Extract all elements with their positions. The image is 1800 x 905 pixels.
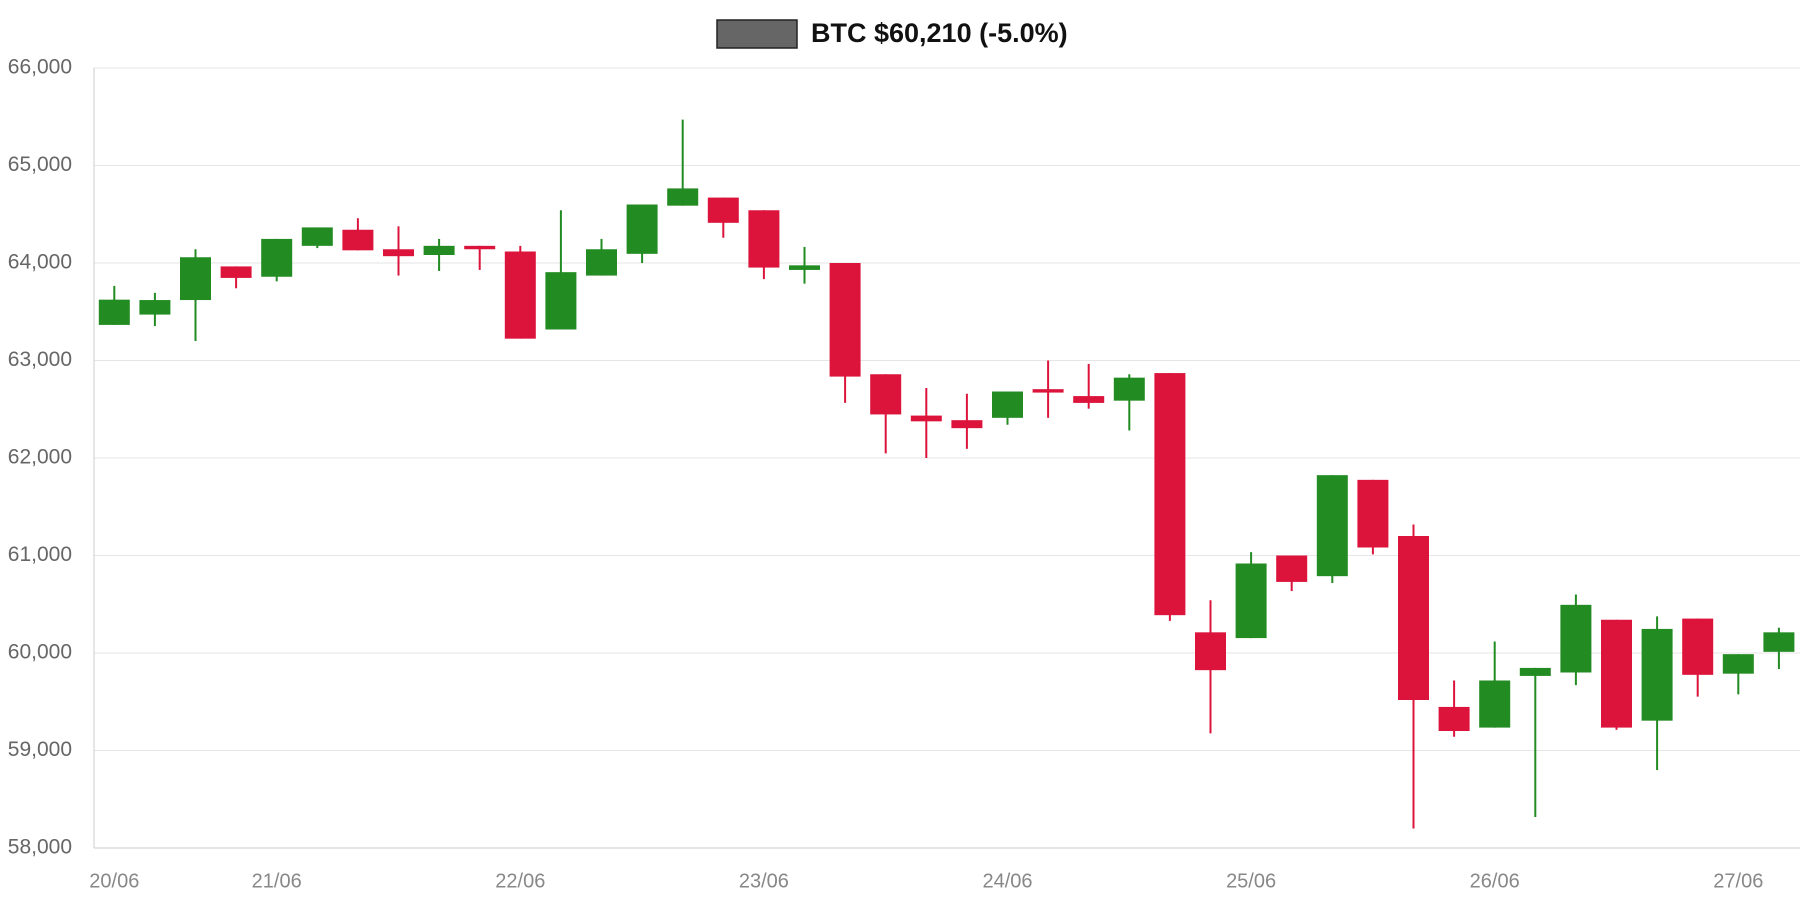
y-tick-label: 58,000 xyxy=(8,836,72,859)
y-tick-label: 66,000 xyxy=(8,56,72,79)
candle-body xyxy=(1560,604,1592,673)
candle-body xyxy=(1438,706,1470,731)
x-tick-label: 26/06 xyxy=(1470,870,1520,892)
candle-body xyxy=(1722,654,1754,674)
candle-body xyxy=(789,265,820,270)
x-tick-label: 25/06 xyxy=(1226,870,1276,892)
candle-body xyxy=(1398,536,1429,700)
candle-body xyxy=(464,245,496,250)
candle-body xyxy=(261,238,293,277)
candle-body xyxy=(1032,389,1064,393)
x-tick-label: 22/06 xyxy=(495,870,545,892)
candle-body xyxy=(1235,563,1267,639)
candle-body xyxy=(504,251,536,339)
candle-body xyxy=(1479,680,1511,728)
candle-body xyxy=(910,415,942,422)
candle-body xyxy=(667,188,699,206)
candle-body xyxy=(1357,479,1389,548)
candle-body xyxy=(180,257,211,301)
candle-body xyxy=(1682,618,1714,675)
y-tick-label: 62,000 xyxy=(8,446,72,469)
candle-body xyxy=(1641,628,1673,721)
candle-body xyxy=(98,299,130,325)
y-tick-label: 63,000 xyxy=(8,348,72,371)
candle-body xyxy=(992,391,1023,418)
x-tick-label: 21/06 xyxy=(252,870,302,892)
candle-body xyxy=(1519,667,1551,676)
candle-body xyxy=(139,300,171,315)
y-tick-label: 64,000 xyxy=(8,251,72,274)
candle-body xyxy=(1073,396,1105,403)
candle-body xyxy=(1601,619,1632,728)
candle-body xyxy=(951,420,983,429)
candle-body xyxy=(707,197,739,223)
x-tick-label: 27/06 xyxy=(1713,870,1763,892)
candle-body xyxy=(383,249,414,257)
legend-swatch xyxy=(716,19,798,49)
candle-body xyxy=(870,374,902,415)
candle-body xyxy=(1195,632,1226,671)
y-tick-label: 60,000 xyxy=(8,641,72,664)
x-tick-label: 23/06 xyxy=(739,870,789,892)
candle-body xyxy=(1154,373,1186,616)
y-tick-label: 65,000 xyxy=(8,153,72,176)
candle-body xyxy=(626,204,658,254)
x-tick-label: 20/06 xyxy=(89,870,139,892)
candle-body xyxy=(342,229,374,251)
candle-body xyxy=(1113,377,1145,401)
candle-body xyxy=(1276,555,1308,582)
y-tick-label: 61,000 xyxy=(8,543,72,566)
y-tick-label: 59,000 xyxy=(8,738,72,761)
legend-label: BTC $60,210 (-5.0%) xyxy=(811,18,1068,48)
candle-body xyxy=(829,263,861,377)
candle-body xyxy=(423,245,455,256)
x-tick-label: 24/06 xyxy=(982,870,1032,892)
candle-body xyxy=(545,272,577,330)
candle-body xyxy=(586,249,617,276)
candle-body xyxy=(1763,632,1795,652)
candle-body xyxy=(301,227,333,246)
candle-body xyxy=(1316,475,1348,577)
candle-body xyxy=(748,210,780,268)
candle-body xyxy=(220,266,252,278)
